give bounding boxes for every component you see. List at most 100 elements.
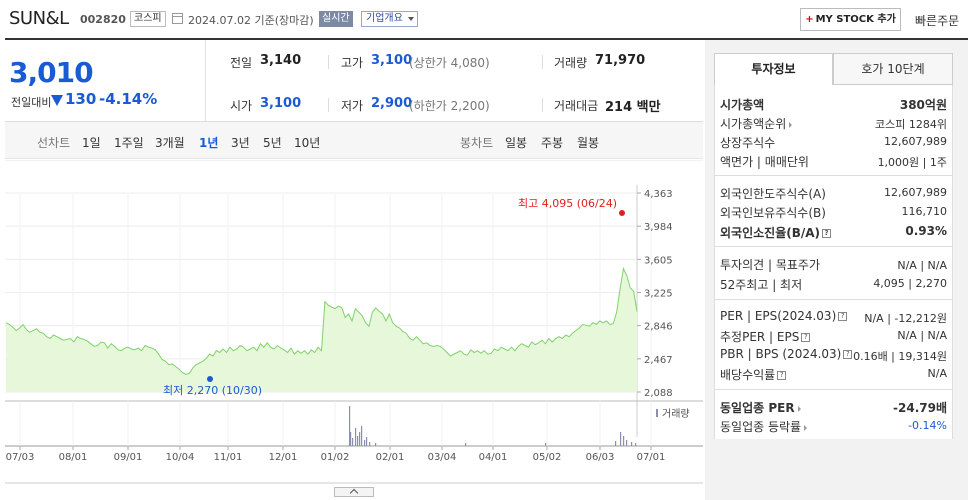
foreign-limit-label: 외국인한도주식수(A) [720, 187, 826, 201]
est-per-eps-label: 추정PER | EPS [720, 330, 800, 344]
market-cap-rank-value: 코스피 1284위 [875, 118, 947, 131]
volume-bar [364, 440, 366, 446]
industry-change-text: 동일업종 등락률 [720, 420, 802, 434]
per-eps-label: PER | EPS(2024.03) [720, 309, 837, 323]
change-label: 전일대비 [11, 96, 52, 109]
upper-limit: (상한가 4,080) [409, 56, 490, 70]
divider [542, 55, 543, 69]
tab-daily[interactable]: 일봉 [505, 136, 528, 150]
amount-label: 거래대금 [554, 99, 599, 113]
volume-bar [350, 432, 352, 446]
divider [5, 121, 703, 122]
triangle-right-icon [797, 405, 801, 412]
x-tick-label: 05/02 [533, 452, 562, 463]
tab-1y[interactable]: 1년 [199, 136, 219, 150]
help-icon[interactable]: ? [777, 371, 787, 380]
x-tick-label: 07/01 [637, 452, 666, 463]
lower-limit: (하한가 2,200) [409, 99, 490, 113]
calendar-icon [172, 13, 183, 24]
industry-change-label[interactable]: 동일업종 등락률 [720, 418, 808, 435]
foreign-holding-label: 외국인보유주식수(B) [720, 206, 826, 220]
market-cap-label: 시가총액 [720, 98, 765, 112]
x-tick-label: 03/04 [428, 452, 457, 463]
industry-per-label[interactable]: 동일업종 PER [720, 399, 801, 416]
par-value-label: 액면가 | 매매단위 [720, 155, 809, 169]
foreign-exhaustion-text: 외국인소진율(B/A) [720, 226, 821, 240]
high-label: 고가 [341, 56, 364, 70]
down-arrow-icon [51, 95, 63, 106]
x-tick-label: 12/01 [269, 452, 298, 463]
low-value: 2,900 [371, 96, 413, 111]
volume-label: 거래량 [554, 56, 588, 70]
divider [328, 98, 329, 112]
x-tick-label: 02/01 [376, 452, 405, 463]
tab-10y[interactable]: 10년 [294, 136, 321, 150]
quick-order-link[interactable]: 빠른주문 [915, 14, 960, 28]
plus-icon: + [805, 14, 814, 25]
period-tab-bar [5, 122, 703, 159]
help-icon[interactable]: ? [801, 333, 811, 342]
volume-bar [375, 443, 377, 446]
volume-bar [635, 443, 637, 446]
52w-high-low-value: 4,095 | 2,270 [873, 277, 947, 290]
help-icon[interactable]: ? [838, 312, 848, 321]
volume-bar [366, 437, 368, 446]
volume-bar [349, 406, 351, 446]
foreign-exhaustion-value: 0.93% [905, 224, 947, 238]
candle-chart-label: 봉차트 [460, 136, 494, 150]
market-cap-rank-label[interactable]: 시가총액순위 [720, 115, 793, 132]
x-tick-label: 08/01 [59, 452, 88, 463]
high-marker [619, 210, 625, 216]
add-mystock-button[interactable]: + MY STOCK 추가 [800, 8, 901, 31]
industry-per-value: -24.79배 [893, 401, 947, 415]
volume-bar [369, 442, 371, 446]
price-line [5, 266, 638, 375]
x-tick-label: 11/01 [214, 452, 243, 463]
tab-3y[interactable]: 3년 [231, 136, 250, 150]
tab-5y[interactable]: 5년 [263, 136, 282, 150]
y-tick-label: 3,984 [644, 222, 673, 233]
current-price-box [5, 40, 206, 121]
tab-1d[interactable]: 1일 [82, 136, 101, 150]
chevron-down-icon [407, 17, 414, 21]
tab-investment-info[interactable]: 투자정보 [714, 53, 833, 85]
high-annotation: 최고 4,095 (06/24) [518, 197, 617, 210]
low-annotation: 최저 2,270 (10/30) [163, 384, 262, 397]
x-tick-label: 04/01 [479, 452, 508, 463]
volume-legend: 거래량 [662, 408, 690, 420]
tab-3m[interactable]: 3개월 [155, 136, 185, 150]
help-icon[interactable]: ? [843, 350, 853, 359]
foreign-holding-value: 116,710 [901, 205, 948, 218]
low-marker [207, 376, 213, 382]
tab-weekly[interactable]: 주봉 [541, 136, 564, 150]
pbr-bps-label: PBR | BPS (2024.03) [720, 347, 842, 361]
company-info-dropdown[interactable]: 기업개요 [361, 11, 418, 27]
triangle-right-icon [804, 424, 808, 431]
x-tick-label: 01/02 [321, 452, 350, 463]
price-chart: 4,363 3,984 3,605 3,225 2,846 2,467 2,088 07/0… [5, 160, 703, 484]
realtime-button[interactable]: 실시간 [319, 11, 353, 27]
est-per-eps-value: N/A | N/A [897, 329, 947, 342]
volume-bar [545, 443, 547, 446]
market-badge: 코스피 [130, 11, 166, 27]
y-tick-label: 3,605 [644, 255, 673, 266]
dividend-yield-value: N/A [927, 367, 947, 380]
divider [715, 389, 952, 390]
tab-1w[interactable]: 1주일 [114, 136, 144, 150]
change-amount: 130 [65, 90, 97, 108]
volume-bar [359, 432, 361, 446]
triangle-right-icon [789, 121, 793, 128]
help-icon[interactable]: ? [822, 229, 832, 238]
date-text: 2024.07.02 기준(장마감) [188, 14, 314, 27]
stock-code: 002820 [80, 13, 126, 26]
tab-order-book[interactable]: 호가 10단계 [833, 53, 953, 85]
volume-value: 71,970 [595, 53, 646, 68]
divider [542, 98, 543, 112]
volume-bar [615, 441, 617, 446]
market-cap-value: 380억원 [899, 98, 947, 112]
tab-monthly[interactable]: 월봉 [577, 136, 600, 150]
line-chart-label: 선차트 [37, 136, 71, 150]
x-tick-label: 07/03 [6, 452, 35, 463]
par-value-value: 1,000원 | 1주 [877, 156, 947, 169]
chart-collapse-button[interactable] [334, 487, 374, 497]
